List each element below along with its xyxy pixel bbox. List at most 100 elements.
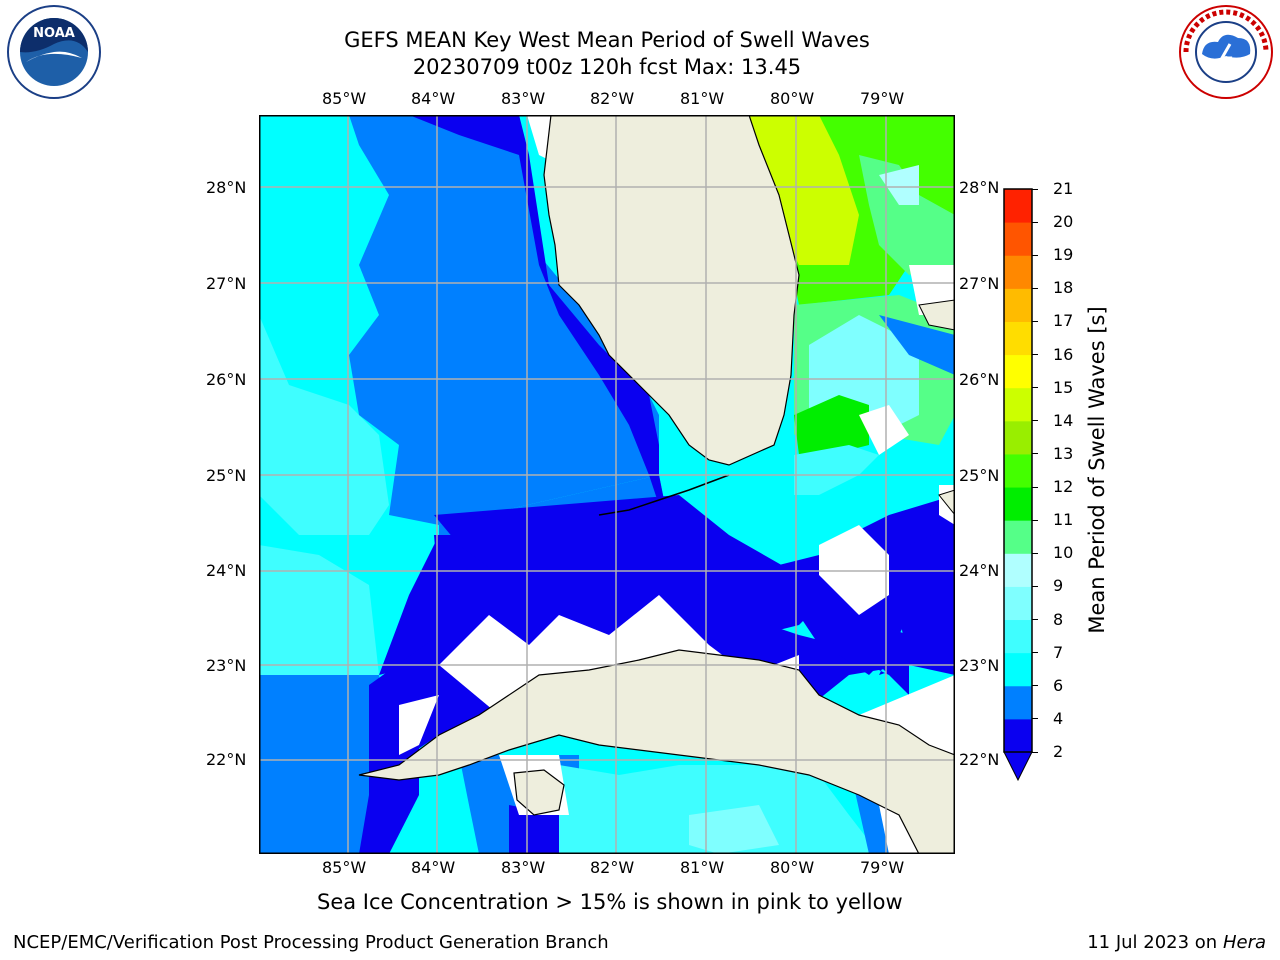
swell-zone-7s: [259, 315, 389, 535]
colorbar-tick-label: 16: [1053, 344, 1074, 364]
lat-label-left: 22°N: [206, 750, 247, 769]
colorbar-tick-mark: [1032, 188, 1038, 190]
colorbar-tick-mark: [1032, 519, 1038, 521]
lon-label-bottom: 85°W: [322, 858, 367, 877]
swell-zone-10s: [859, 155, 955, 275]
colorbar-tick-mark: [1032, 387, 1038, 389]
swell-zone-12s: [859, 115, 955, 175]
colorbar-tick-label: 4: [1053, 708, 1064, 728]
lon-label-bottom: 83°W: [501, 858, 546, 877]
graticule: [259, 115, 955, 854]
colorbar-tick-label: 8: [1053, 609, 1064, 629]
swell-zone-14s: [749, 115, 859, 265]
colorbar-tick-label: 14: [1053, 410, 1074, 430]
lat-label-left: 25°N: [206, 466, 247, 485]
swell-zone-8s: [689, 805, 779, 854]
colorbar-tick-label: 12: [1053, 477, 1074, 497]
noaa-logo: NOAA: [7, 5, 101, 99]
colorbar-tick-mark: [1032, 320, 1038, 322]
swell-period-map: [259, 115, 955, 854]
lat-label-right: 24°N: [959, 561, 1000, 580]
lon-label-bottom: 82°W: [590, 858, 635, 877]
lon-label-bottom: 81°W: [680, 858, 725, 877]
colorbar-tick-mark: [1032, 652, 1038, 654]
colorbar-extend-arrow: [1003, 751, 1033, 782]
florida-land: [543, 115, 800, 466]
no-data-area: [859, 405, 909, 455]
colorbar-segment: [1004, 685, 1032, 720]
colorbar-tick-label: 18: [1053, 278, 1074, 298]
lon-label-top: 83°W: [501, 89, 546, 108]
lon-label-bottom: 84°W: [411, 858, 456, 877]
colorbar-segment: [1004, 553, 1032, 587]
lat-label-right: 23°N: [959, 656, 1000, 675]
lat-label-right: 25°N: [959, 466, 1000, 485]
colorbar-tick-mark: [1032, 420, 1038, 422]
colorbar-tick-label: 7: [1053, 642, 1064, 662]
bahamas-land: [918, 299, 955, 331]
colorbar-segment: [1004, 288, 1032, 322]
colorbar-tick-mark: [1032, 453, 1038, 455]
colorbar-segment: [1004, 189, 1032, 223]
colorbar-tick-label: 10: [1053, 543, 1074, 563]
lat-label-right: 28°N: [959, 178, 1000, 197]
colorbar-tick-label: 2: [1053, 742, 1064, 761]
colorbar-segment: [1004, 255, 1032, 289]
colorbar-tick-mark: [1032, 619, 1038, 621]
colorbar-tick-mark: [1032, 552, 1038, 554]
footer-date: 11 Jul 2023 on Hera: [1087, 932, 1266, 953]
colorbar-segment: [1004, 387, 1032, 422]
lat-label-left: 27°N: [206, 274, 247, 293]
colorbar-tick-mark: [1032, 486, 1038, 488]
swell-zone-9s: [879, 165, 919, 205]
colorbar-tick-label: 19: [1053, 245, 1074, 265]
lat-label-left: 26°N: [206, 370, 247, 389]
footer-machine: Hera: [1222, 932, 1266, 953]
swell-zone-7s: [559, 765, 879, 854]
lon-label-bottom: 80°W: [770, 858, 815, 877]
swell-zone-4s: [879, 315, 955, 375]
colorbar-tick-label: 21: [1053, 179, 1074, 198]
florida-keys: [598, 474, 730, 516]
lon-label-top: 80°W: [770, 89, 815, 108]
colorbar-segment: [1004, 354, 1032, 389]
colorbar-tick-mark: [1032, 718, 1038, 720]
lat-label-right: 27°N: [959, 274, 1000, 293]
colorbar-segment: [1004, 718, 1032, 753]
lon-label-top: 82°W: [590, 89, 635, 108]
colorbar-segment: [1004, 487, 1032, 521]
colorbar-tick-mark: [1032, 354, 1038, 356]
swell-zone-4s: [259, 675, 389, 854]
swell-zone-4s: [349, 115, 659, 525]
colorbar-tick-mark: [1032, 221, 1038, 223]
map-subtitle: 20230709 t00z 120h fcst Max: 13.45: [412, 55, 802, 79]
colorbar-tick-mark: [1032, 685, 1038, 687]
colorbar-segment: [1004, 453, 1032, 488]
colorbar-tick-mark: [1032, 751, 1038, 753]
colorbar-segment: [1004, 652, 1032, 687]
lat-label-right: 22°N: [959, 750, 1000, 769]
bahamas-land: [938, 489, 955, 516]
colorbar-label: Mean Period of Swell Waves [s]: [1085, 306, 1109, 634]
colorbar-tick-mark: [1032, 254, 1038, 256]
colorbar-segment: [1004, 586, 1032, 621]
colorbar-tick-label: 6: [1053, 675, 1064, 695]
colorbar-segment: [1004, 520, 1032, 554]
sea-ice-note: Sea Ice Concentration > 15% is shown in …: [317, 890, 903, 914]
map-title: GEFS MEAN Key West Mean Period of Swell …: [344, 28, 870, 52]
lat-label-right: 26°N: [959, 370, 1000, 389]
no-data-area: [399, 695, 439, 755]
svg-text:NOAA: NOAA: [33, 26, 75, 41]
footer-date-text: 11 Jul 2023 on: [1087, 932, 1223, 953]
lon-label-bottom: 79°W: [860, 858, 905, 877]
swell-zone-7s: [794, 445, 879, 495]
colorbar-tick-label: 20: [1053, 212, 1074, 232]
footer-credit: NCEP/EMC/Verification Post Processing Pr…: [13, 932, 609, 953]
colorbar-tick-mark: [1032, 585, 1038, 587]
cuba-land: [358, 649, 955, 854]
colorbar-tick-label: 9: [1053, 576, 1064, 596]
colorbar-segment: [1004, 619, 1032, 654]
colorbar-tick-label: 15: [1053, 377, 1074, 397]
colorbar-tick-label: 11: [1053, 510, 1074, 530]
lat-label-left: 24°N: [206, 561, 247, 580]
